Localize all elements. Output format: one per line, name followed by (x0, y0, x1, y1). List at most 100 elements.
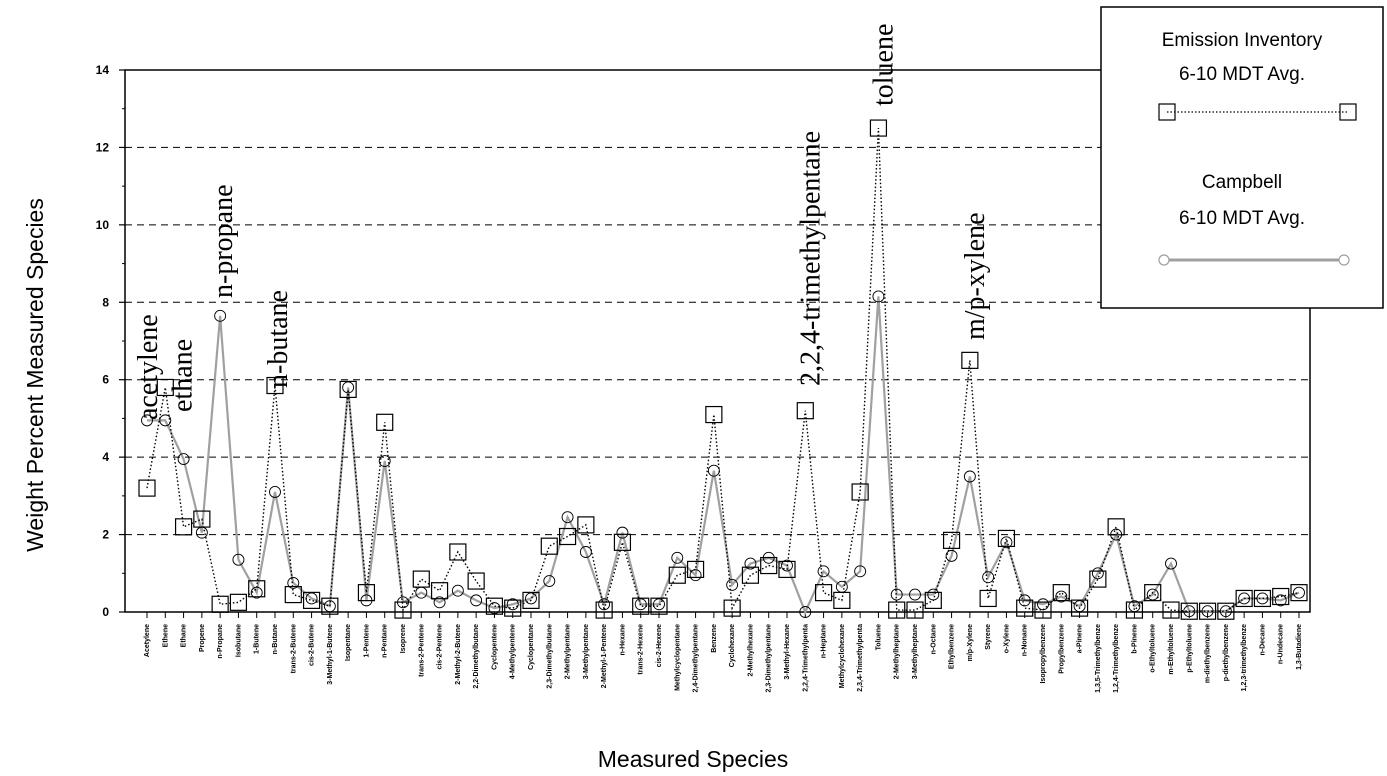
x-tick-label: Isopropylbenzene (1040, 624, 1047, 684)
data-point-campbell (1110, 528, 1123, 541)
x-tick-label: n-Propane (217, 624, 224, 659)
x-tick-label: m-Ethyltoluene (1168, 624, 1175, 675)
series-layer (138, 119, 1308, 620)
data-point-emission (138, 479, 156, 497)
annotations: acetylene ethane n-propane n-butane 2,2,4-tr… (133, 24, 991, 420)
data-point-campbell (506, 598, 519, 611)
data-point-campbell (1091, 567, 1104, 580)
x-tick-label: 2,2-Dimethylbutane (473, 624, 480, 689)
data-point-campbell (854, 565, 867, 578)
x-tick-label: Cyclohexane (729, 624, 736, 667)
data-point-emission (485, 597, 504, 615)
data-point-campbell (250, 586, 263, 599)
x-tick-label: 1,3,5-Trimethylbenze (1095, 624, 1102, 693)
data-point-campbell (342, 381, 355, 394)
x-tick-label: n-Undecane (1278, 624, 1285, 664)
x-tick-label: 1,2,3-trimethylbenze (1241, 624, 1248, 691)
data-point-campbell (1018, 594, 1031, 607)
data-point-campbell (707, 464, 720, 477)
y-axis-title: Weight Percent Measured Species (22, 198, 48, 552)
data-point-emission (522, 591, 540, 609)
x-tick-label: Isopentane (345, 624, 352, 661)
annotation-label: 2,2,4-trimethylpentane (795, 131, 826, 386)
data-point-campbell (909, 588, 921, 601)
x-tick-label: o-Ethyltoluene (1150, 624, 1157, 673)
data-point-emission (760, 556, 778, 575)
data-point-campbell (287, 577, 300, 589)
data-point-campbell (177, 453, 190, 466)
annotation-label: m/p-xylene (960, 212, 991, 340)
data-point-campbell (1165, 557, 1177, 570)
x-tick-label: n-Pentane (382, 624, 389, 658)
data-point-campbell (141, 414, 153, 427)
data-point-emission (851, 483, 869, 501)
data-point-emission (412, 570, 430, 588)
legend-entry-1-line-2: 6-10 MDT Avg. (1179, 64, 1305, 85)
data-point-emission (1034, 601, 1052, 619)
data-point-campbell (598, 598, 611, 611)
x-tick-label: n-Hexane (619, 624, 626, 656)
data-point-emission (540, 537, 558, 555)
data-point-campbell (653, 598, 665, 611)
data-point-emission (211, 595, 229, 613)
data-point-campbell (1274, 594, 1287, 607)
data-point-emission (814, 584, 833, 602)
data-point-emission (595, 601, 613, 619)
x-tick-label: n-Decane (1259, 624, 1266, 656)
legend: Emission Inventory 6-10 MDT Avg. Campbel… (1100, 6, 1384, 309)
data-point-emission (1235, 589, 1253, 608)
data-point-campbell (1073, 600, 1086, 613)
data-point-emission (1272, 587, 1290, 606)
data-point-campbell (397, 596, 409, 609)
x-tick-label: 1-Butene (254, 624, 261, 654)
data-point-emission (668, 566, 686, 584)
data-point-campbell (1256, 592, 1269, 605)
x-tick-label: Toluene (875, 624, 882, 650)
x-tick-label: Ethylbenzene (949, 624, 956, 669)
data-point-campbell (1146, 588, 1159, 601)
data-point-emission (686, 560, 705, 579)
x-tick-label: 3-Methylheptane (912, 624, 919, 679)
data-point-campbell (378, 455, 391, 467)
data-point-emission (1290, 584, 1308, 602)
data-point-campbell (1219, 605, 1232, 618)
x-tick-label: p-Ethyltoluene (1186, 624, 1193, 673)
x-tick-label: n-Nonane (1022, 624, 1029, 656)
legend-marker-circle-right (1338, 254, 1350, 266)
data-point-emission (504, 599, 522, 617)
x-tick-label: p-diethylbenzene (1223, 624, 1230, 681)
x-tick-label: Isoprene (400, 624, 407, 653)
data-point-campbell (982, 571, 995, 584)
data-point-campbell (214, 309, 227, 322)
data-point-emission (302, 591, 321, 609)
data-point-campbell (415, 586, 428, 599)
x-tick-label: 2,3-Dimethylpentane (766, 624, 773, 693)
data-point-emission (430, 582, 449, 600)
data-point-emission (174, 518, 193, 536)
x-tick-label: trans-2-Butene (290, 624, 297, 674)
data-point-emission (1217, 602, 1235, 620)
data-point-campbell (360, 594, 373, 607)
y-tick-label: 8 (102, 295, 109, 309)
x-tick-label: 2-Methylheptane (894, 624, 901, 679)
data-point-emission (321, 597, 339, 615)
data-point-emission (650, 597, 668, 615)
x-tick-label: trans-2-Hexene (638, 624, 645, 675)
y-tick-label: 6 (102, 373, 109, 387)
data-point-campbell (579, 546, 592, 558)
x-tick-label: Ethane (181, 624, 188, 647)
data-point-emission (577, 516, 595, 534)
data-point-campbell (616, 526, 629, 539)
data-point-emission (888, 601, 906, 619)
data-point-campbell (744, 557, 757, 570)
y-tick-label: 12 (96, 140, 110, 154)
data-point-emission (248, 580, 266, 598)
x-tick-label: 2-Methylpentane (565, 624, 572, 679)
data-point-campbell (1293, 586, 1305, 599)
data-point-emission (1144, 584, 1162, 602)
x-tick-label: 3-Methyl-Hexane (784, 624, 791, 680)
x-tick-label: 3-Methylpentane (583, 624, 590, 679)
data-point-campbell (305, 592, 318, 605)
data-point-campbell (1201, 605, 1214, 618)
